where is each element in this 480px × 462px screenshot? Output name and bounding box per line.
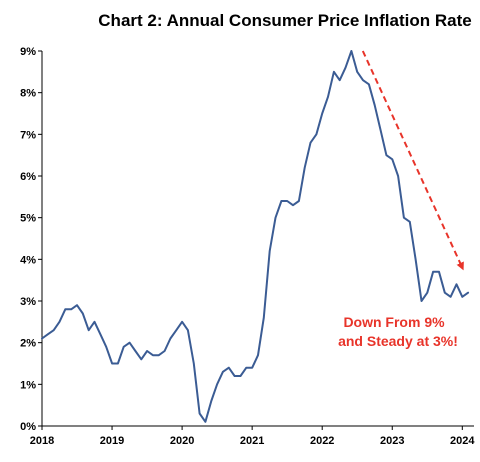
- chart-title: Chart 2: Annual Consumer Price Inflation…: [98, 11, 471, 30]
- x-axis-ticks: 2018 2019 2020 2021 2022 2023 2024: [30, 426, 475, 447]
- x-tick-label: 2021: [240, 435, 264, 447]
- x-tick-label: 2024: [450, 435, 475, 447]
- y-tick-label: 3%: [20, 296, 36, 308]
- axes: [41, 51, 474, 427]
- inflation-series-line: [41, 50, 470, 423]
- annotation-line-2: and Steady at 3%!: [338, 333, 458, 349]
- y-tick-label: 1%: [20, 379, 36, 391]
- y-tick-label: 9%: [20, 46, 36, 58]
- y-tick-label: 5%: [20, 213, 36, 225]
- y-tick-label: 7%: [20, 129, 36, 141]
- x-tick-label: 2020: [170, 435, 194, 447]
- x-tick-label: 2023: [380, 435, 404, 447]
- x-tick-label: 2019: [100, 435, 124, 447]
- y-tick-label: 2%: [20, 338, 36, 350]
- x-tick-label: 2018: [30, 435, 54, 447]
- annotation-line-1: Down From 9%: [343, 314, 445, 330]
- series-layer: [41, 50, 470, 423]
- y-tick-label: 6%: [20, 171, 36, 183]
- x-tick-label: 2022: [310, 435, 334, 447]
- y-tick-label: 4%: [20, 254, 36, 266]
- y-tick-label: 0%: [20, 421, 36, 433]
- y-tick-label: 8%: [20, 88, 36, 100]
- y-axis-ticks: 0% 1% 2% 3% 4% 5% 6% 7% 8% 9%: [20, 46, 42, 433]
